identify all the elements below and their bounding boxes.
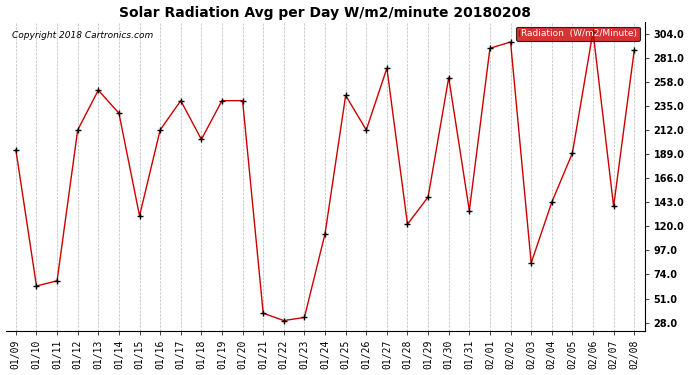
- Title: Solar Radiation Avg per Day W/m2/minute 20180208: Solar Radiation Avg per Day W/m2/minute …: [119, 6, 531, 20]
- Legend: Radiation  (W/m2/Minute): Radiation (W/m2/Minute): [516, 27, 640, 41]
- Text: Copyright 2018 Cartronics.com: Copyright 2018 Cartronics.com: [12, 32, 153, 40]
